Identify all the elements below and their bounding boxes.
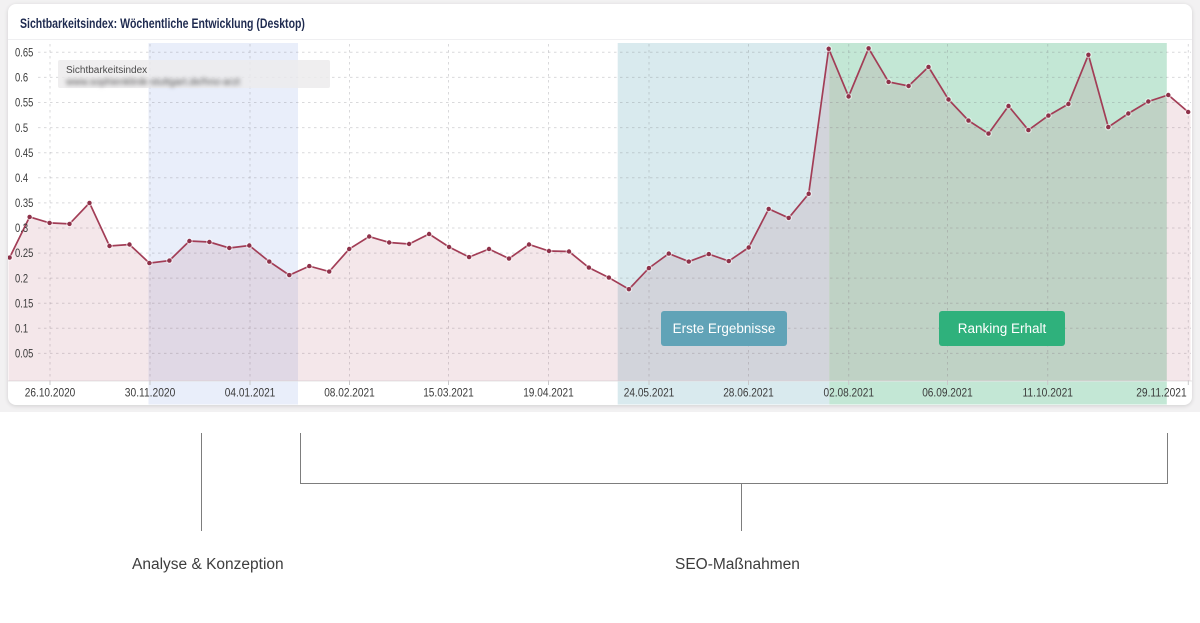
svg-text:11.10.2021: 11.10.2021 [1023, 386, 1074, 400]
svg-text:0.35: 0.35 [15, 196, 34, 210]
svg-text:29.11.2021: 29.11.2021 [1136, 386, 1187, 400]
svg-text:08.02.2021: 08.02.2021 [324, 386, 375, 400]
svg-text:0.3: 0.3 [15, 221, 28, 235]
svg-text:28.06.2021: 28.06.2021 [723, 386, 774, 400]
svg-text:0.05: 0.05 [15, 347, 34, 361]
svg-text:06.09.2021: 06.09.2021 [922, 386, 973, 400]
svg-text:0.2: 0.2 [15, 271, 28, 285]
svg-text:19.04.2021: 19.04.2021 [523, 386, 574, 400]
svg-text:24.05.2021: 24.05.2021 [624, 386, 675, 400]
svg-text:0.15: 0.15 [15, 296, 34, 310]
svg-text:04.01.2021: 04.01.2021 [225, 386, 276, 400]
svg-text:26.10.2020: 26.10.2020 [25, 386, 76, 400]
svg-text:02.08.2021: 02.08.2021 [824, 386, 875, 400]
svg-text:0.4: 0.4 [15, 171, 28, 185]
svg-text:0.1: 0.1 [15, 322, 28, 336]
svg-text:0.5: 0.5 [15, 121, 28, 135]
svg-text:0.6: 0.6 [15, 71, 28, 85]
svg-text:0.65: 0.65 [15, 46, 34, 60]
svg-text:30.11.2020: 30.11.2020 [125, 386, 176, 400]
svg-text:0.45: 0.45 [15, 146, 34, 160]
svg-text:0.55: 0.55 [15, 96, 34, 110]
svg-text:0.25: 0.25 [15, 246, 34, 260]
svg-text:15.03.2021: 15.03.2021 [423, 386, 474, 400]
